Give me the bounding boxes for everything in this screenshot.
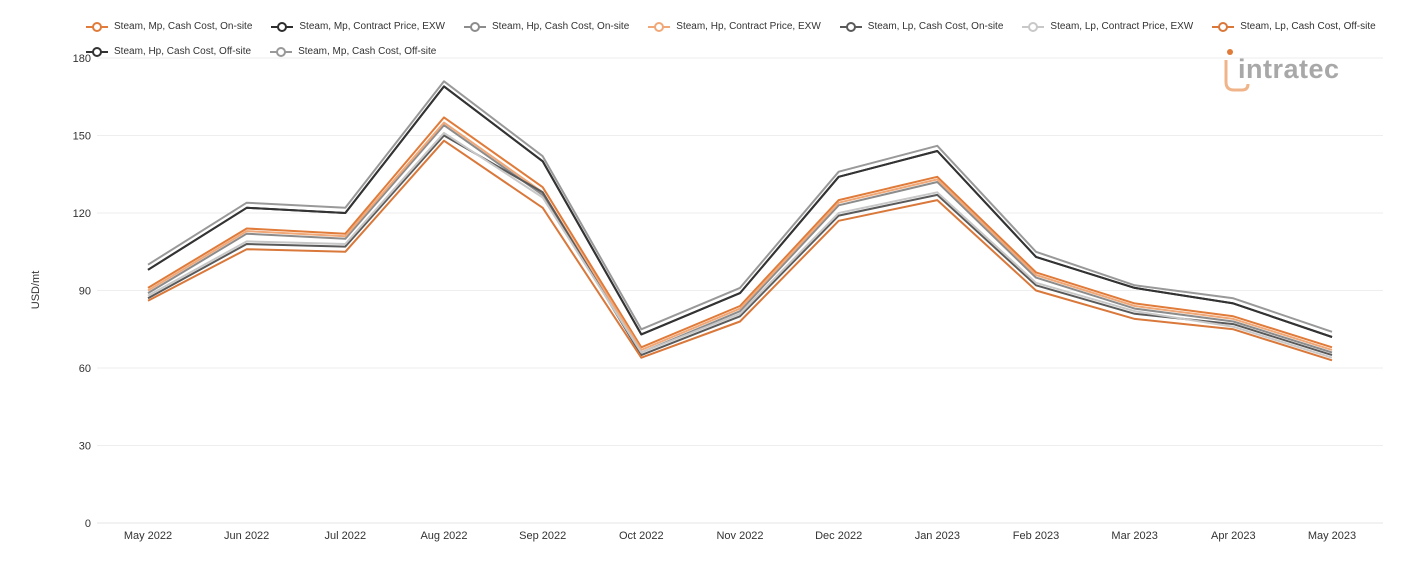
x-tick-label: Jul 2022 [325, 530, 367, 542]
x-tick-label: May 2023 [1308, 530, 1356, 542]
y-tick-label: 90 [79, 286, 91, 298]
legend-item[interactable]: Steam, Mp, Cash Cost, On-site [86, 21, 252, 32]
legend-item[interactable]: Steam, Hp, Cash Cost, Off-site [86, 46, 251, 57]
legend-item[interactable]: Steam, Mp, Contract Price, EXW [271, 21, 445, 32]
y-tick-label: 60 [79, 363, 91, 375]
legend-label: Steam, Mp, Contract Price, EXW [299, 21, 445, 32]
x-tick-label: May 2022 [124, 530, 172, 542]
legend-marker-icon [1212, 21, 1235, 32]
logo-mark-icon [1224, 49, 1250, 92]
x-tick-label: Nov 2022 [716, 530, 763, 542]
legend-item[interactable]: Steam, Mp, Cash Cost, Off-site [270, 46, 436, 57]
series-line [147, 139, 1333, 362]
legend-marker-icon [839, 21, 862, 32]
y-axis-ticks: 0 30 60 90 120 150 180 [73, 53, 91, 530]
legend-marker-icon [86, 46, 108, 57]
legend-marker-icon [271, 21, 294, 32]
series-line [147, 134, 1333, 357]
logo-text: intratec [1238, 54, 1340, 84]
x-tick-label: Feb 2023 [1013, 530, 1059, 542]
series-line [147, 80, 1333, 333]
x-tick-label: Dec 2022 [815, 530, 862, 542]
intratec-logo: intratec [1222, 42, 1372, 98]
y-tick-label: 30 [79, 441, 91, 453]
y-tick-label: 150 [73, 131, 91, 143]
x-tick-label: Jun 2022 [224, 530, 269, 542]
legend-item[interactable]: Steam, Hp, Contract Price, EXW [648, 21, 821, 32]
x-tick-label: Oct 2022 [619, 530, 664, 542]
series-line [147, 85, 1333, 338]
legend-label: Steam, Mp, Cash Cost, On-site [114, 21, 253, 32]
legend-label: Steam, Lp, Cash Cost, Off-site [1240, 21, 1376, 32]
series-line [147, 121, 1333, 351]
legend-item[interactable]: Steam, Hp, Cash Cost, On-site [464, 21, 629, 32]
y-tick-label: 120 [73, 208, 91, 220]
legend-row: Steam, Mp, Cash Cost, On-site Steam, Mp, … [86, 14, 1386, 39]
legend-marker-icon [464, 21, 486, 32]
y-tick-label: 0 [85, 518, 91, 530]
legend-label: Steam, Hp, Contract Price, EXW [676, 21, 821, 32]
legend-label: Steam, Lp, Contract Price, EXW [1050, 21, 1194, 32]
legend-label: Steam, Mp, Cash Cost, Off-site [298, 46, 437, 57]
x-axis-ticks: May 2022 Jun 2022 Jul 2022 Aug 2022 Sep 2022… [124, 530, 1356, 542]
legend-marker-icon [648, 21, 671, 32]
x-tick-label: Jan 2023 [915, 530, 960, 542]
legend-row: Steam, Hp, Cash Cost, Off-site Steam, Mp,… [86, 39, 1386, 64]
y-tick-label: 180 [73, 53, 91, 65]
legend-item[interactable]: Steam, Lp, Cash Cost, On-site [839, 21, 1004, 32]
legend-marker-icon [270, 46, 293, 57]
series-line [147, 116, 1333, 349]
legend-label: Steam, Lp, Cash Cost, On-site [867, 21, 1004, 32]
legend: Steam, Mp, Cash Cost, On-site Steam, Mp, … [86, 14, 1386, 64]
legend-item[interactable]: Steam, Lp, Contract Price, EXW [1022, 21, 1193, 32]
series-line [147, 124, 1333, 354]
series-lines [147, 80, 1333, 362]
series-line [147, 131, 1333, 359]
legend-label: Steam, Hp, Cash Cost, On-site [492, 21, 630, 32]
x-tick-label: Mar 2023 [1111, 530, 1157, 542]
x-tick-label: Apr 2023 [1211, 530, 1256, 542]
legend-marker-icon [86, 21, 108, 32]
legend-marker-icon [1022, 21, 1045, 32]
legend-label: Steam, Hp, Cash Cost, Off-site [114, 46, 252, 57]
legend-item[interactable]: Steam, Lp, Cash Cost, Off-site [1212, 21, 1376, 32]
x-tick-label: Aug 2022 [420, 530, 467, 542]
y-axis-label: USD/mt [30, 270, 42, 310]
gridlines [97, 57, 1383, 524]
x-tick-label: Sep 2022 [519, 530, 566, 542]
